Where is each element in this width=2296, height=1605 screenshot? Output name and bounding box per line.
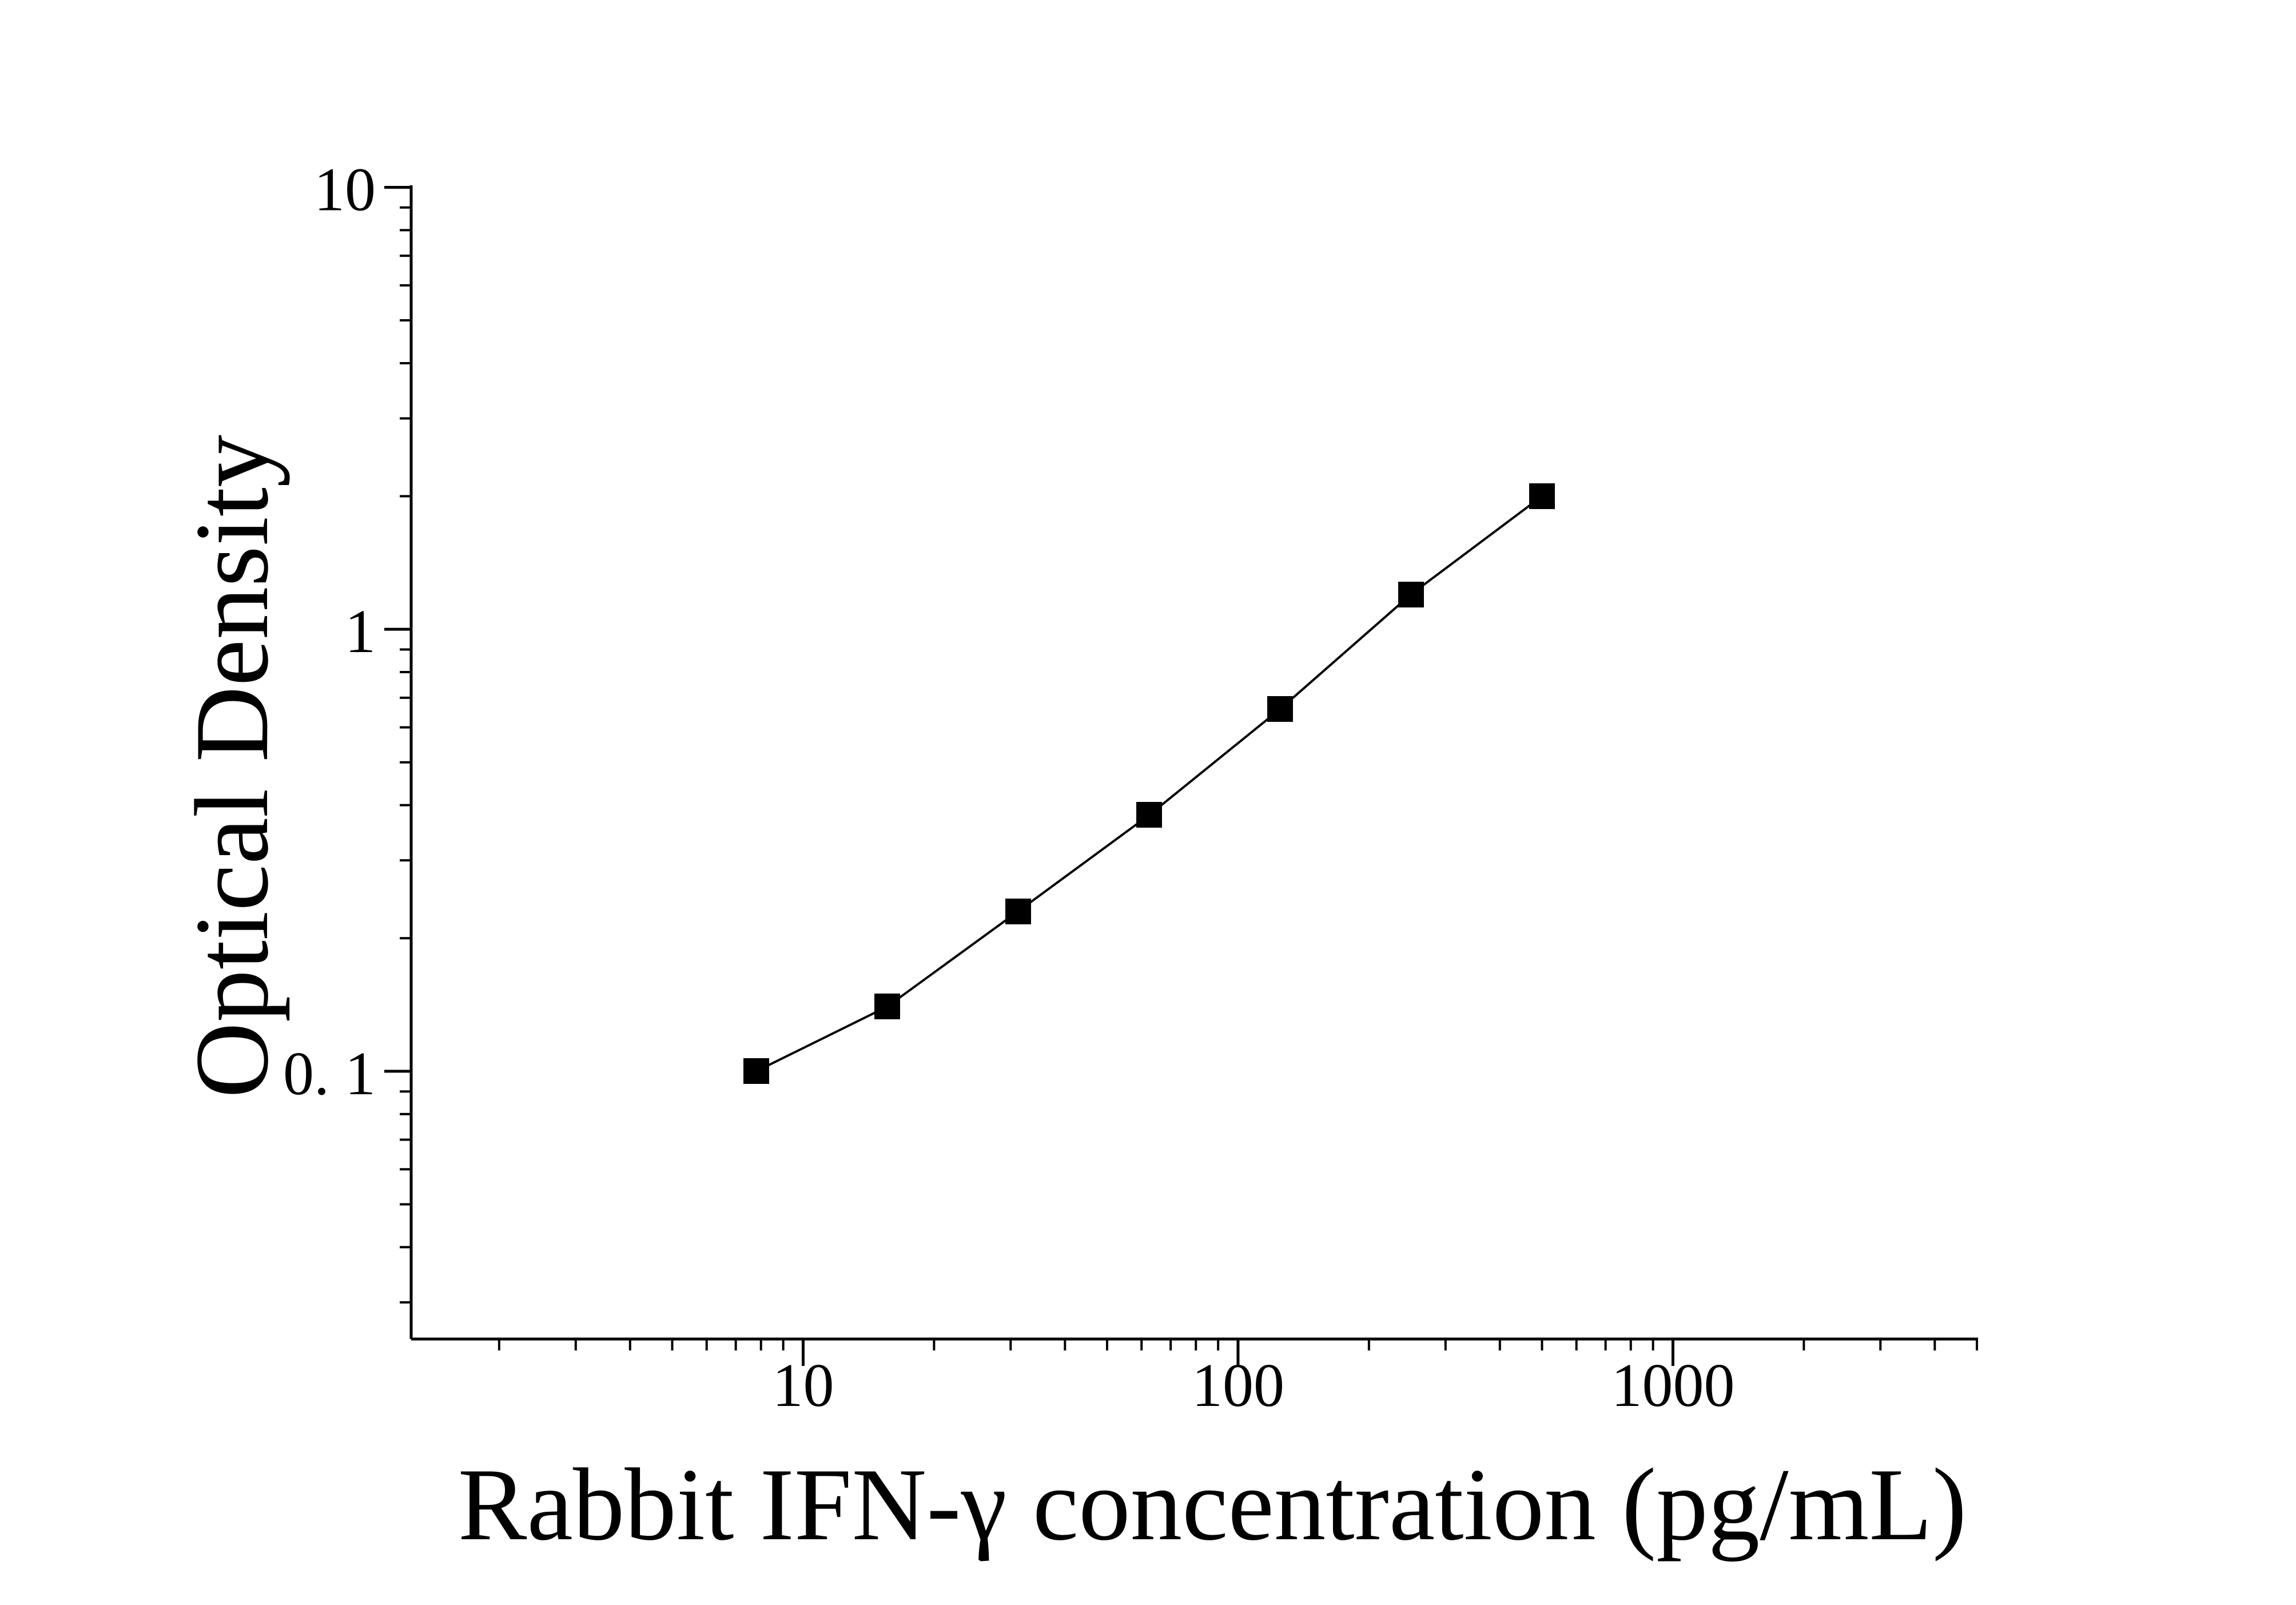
svg-text:Optical Density: Optical Density (173, 435, 290, 1098)
svg-text:10: 10 (314, 156, 376, 224)
svg-text:100: 100 (1192, 1352, 1284, 1420)
svg-text:10: 10 (772, 1352, 834, 1420)
svg-text:1000: 1000 (1611, 1352, 1734, 1420)
svg-text:1: 1 (345, 598, 376, 666)
svg-text:0. 1: 0. 1 (283, 1040, 376, 1108)
svg-text:Rabbit IFN-γ concentration (pg: Rabbit IFN-γ concentration (pg/mL) (458, 1448, 1967, 1562)
